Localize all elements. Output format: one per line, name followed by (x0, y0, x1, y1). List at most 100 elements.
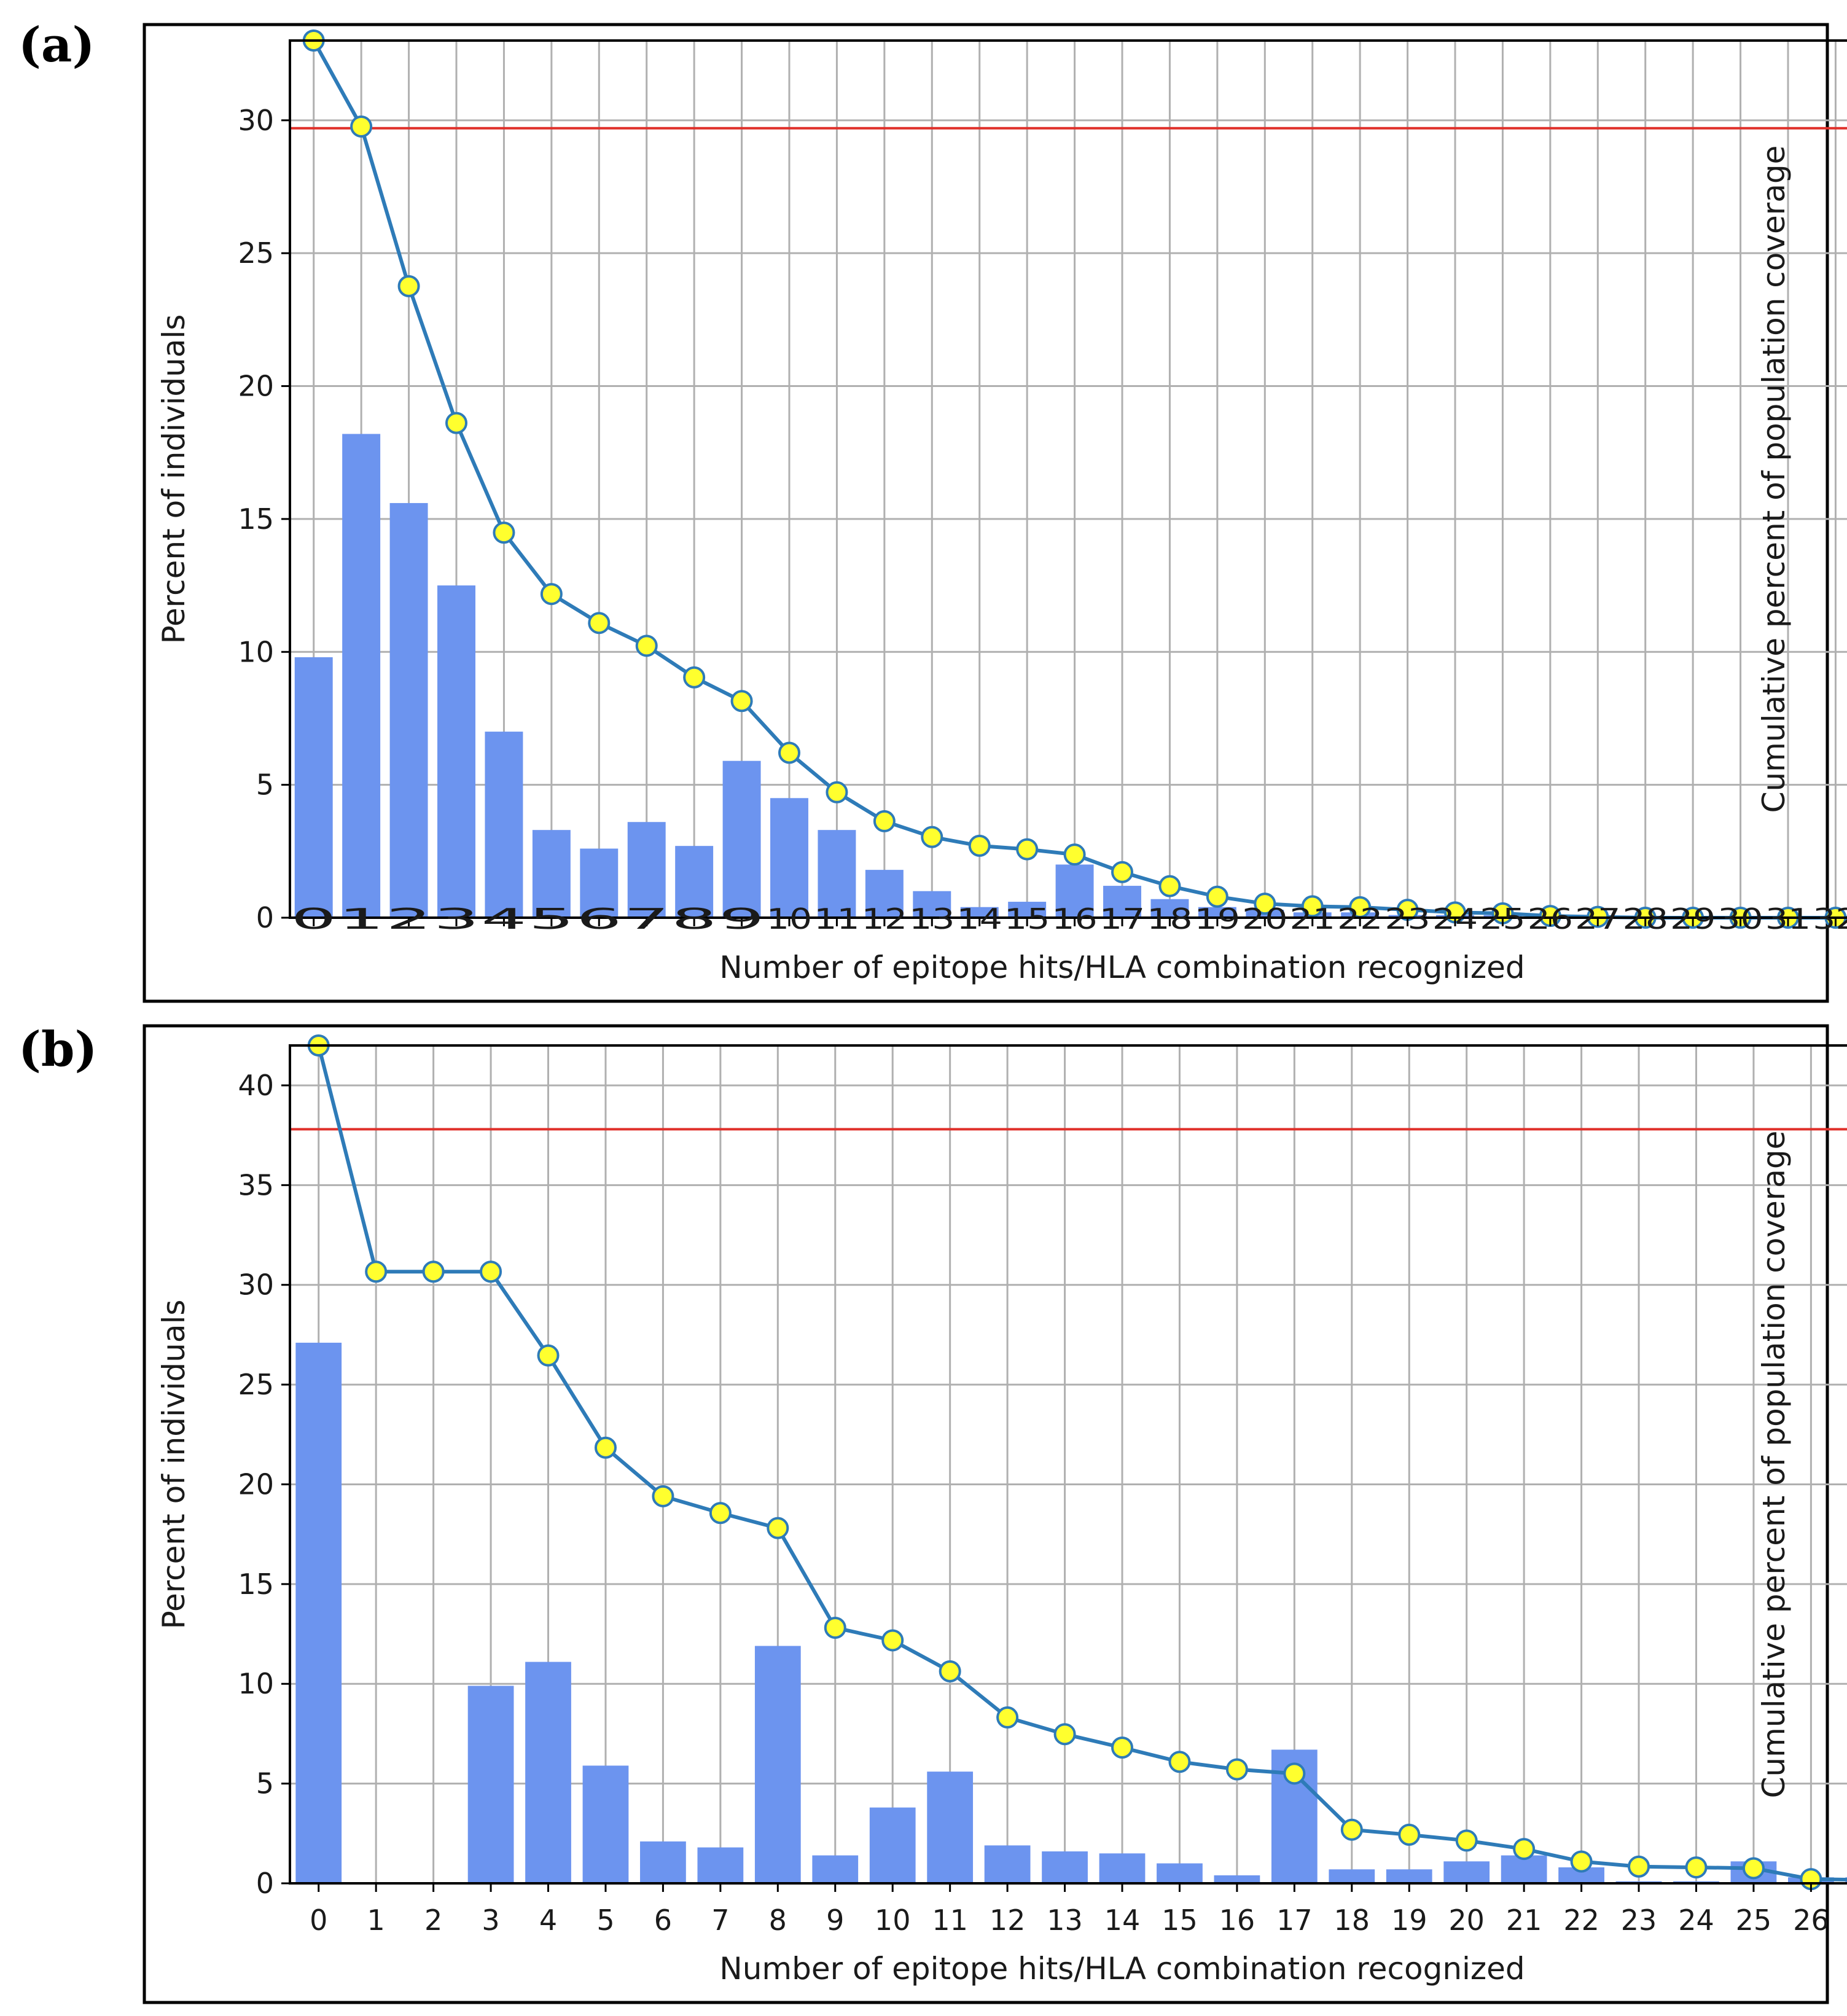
x-tick-label: 5 (596, 1904, 614, 1937)
bar (960, 907, 999, 918)
y-tick-label: 30 (238, 1268, 274, 1302)
x-tick-label: 17 (1099, 902, 1145, 936)
x-tick-label: 12 (862, 902, 907, 936)
x-tick-label: 13 (909, 902, 955, 936)
x-tick-label: 16 (1219, 1904, 1255, 1937)
cumulative-point (824, 1616, 846, 1639)
y2-axis-label: Cumulative percent of population coverag… (1756, 146, 1792, 813)
bar (580, 848, 619, 918)
y-tick-label: 10 (238, 1667, 274, 1700)
cumulative-point (1570, 1850, 1593, 1873)
x-tick-label: 26 (1528, 902, 1573, 936)
cumulative-point (1301, 895, 1324, 918)
bar (532, 830, 571, 918)
x-tick-label: 0 (291, 902, 337, 936)
cumulative-point (778, 741, 800, 764)
x-tick-label: 7 (624, 902, 670, 936)
cumulative-line (312, 39, 1847, 920)
x-tick-label: 30 (1717, 902, 1763, 936)
y-tick-label: 10 (238, 635, 274, 668)
bar (984, 1845, 1031, 1883)
cumulative-point (594, 1436, 617, 1459)
bar (1150, 899, 1189, 918)
cumulative-point (493, 522, 515, 544)
y-tick-label: 35 (238, 1168, 274, 1201)
x-tick-label: 4 (481, 902, 526, 936)
panel-frame (143, 1024, 1829, 2004)
bar (1501, 1855, 1547, 1883)
bar (1055, 864, 1094, 918)
y-tick-label: 40 (238, 1069, 274, 1102)
x-tick-label: 22 (1337, 902, 1383, 936)
x-tick-label: 19 (1391, 1904, 1427, 1937)
x-tick-label: 1 (367, 1904, 385, 1937)
bar (865, 870, 904, 918)
y-tick-label: 5 (256, 768, 274, 802)
x-tick-label: 1 (338, 902, 384, 936)
y-tick-label: 20 (238, 370, 274, 403)
cumulative-point (968, 834, 991, 857)
y2-axis-label: Cumulative percent of population coverag… (1756, 1131, 1792, 1799)
bar (1103, 886, 1141, 918)
bar (675, 846, 714, 918)
cumulative-point (996, 1706, 1019, 1729)
x-tick-label: 8 (671, 902, 717, 936)
x-tick-label: 14 (1104, 1904, 1141, 1937)
cumulative-point (1685, 1856, 1708, 1879)
panel-b: (b)0510152025303540010203040506070809010… (18, 1022, 1847, 2004)
cumulative-point (1053, 1723, 1076, 1746)
x-tick-label: 27 (1575, 902, 1620, 936)
x-tick-label: 24 (1432, 902, 1478, 936)
y-tick-label: 30 (238, 104, 274, 137)
bar (1099, 1853, 1146, 1883)
bar (913, 891, 951, 918)
x-tick-label: 18 (1147, 902, 1192, 936)
x-tick-label: 10 (875, 1904, 911, 1937)
x-tick-label: 2 (424, 1904, 442, 1937)
cumulative-point (635, 635, 658, 657)
bar (722, 760, 761, 918)
x-tick-label: 25 (1736, 1904, 1772, 1937)
x-axis-label: Number of epitope hits/HLA combination r… (719, 950, 1525, 985)
cumulative-point (1158, 875, 1181, 897)
y-tick-label: 5 (256, 1767, 274, 1800)
bar (342, 434, 381, 918)
x-tick-label: 23 (1384, 902, 1430, 936)
x-tick-label: 17 (1276, 1904, 1313, 1937)
y-tick-label: 15 (238, 502, 274, 536)
x-tick-label: 31 (1765, 902, 1811, 936)
panel-a: (a)0510152025300102030405060708090100012… (18, 17, 1847, 1003)
bar (389, 502, 428, 918)
panel-frame (143, 23, 1829, 1003)
cumulative-point (683, 666, 706, 689)
x-tick-label: 21 (1506, 1904, 1542, 1937)
x-tick-label: 7 (711, 1904, 729, 1937)
bar (927, 1772, 974, 1883)
x-tick-label: 15 (1004, 902, 1050, 936)
x-tick-label: 6 (654, 1904, 672, 1937)
cumulative-point (1340, 1818, 1363, 1841)
cumulative-point (1111, 861, 1133, 883)
cumulative-point (826, 781, 848, 803)
x-tick-label: 24 (1678, 1904, 1714, 1937)
bar (1214, 1875, 1260, 1883)
x-tick-label: 10 (767, 902, 812, 936)
y-axis-label: Percent of individuals (156, 315, 192, 644)
y-tick-label: 20 (238, 1467, 274, 1501)
bar (1157, 1863, 1203, 1883)
bar (437, 585, 475, 918)
x-tick-label: 16 (1052, 902, 1097, 936)
y-tick-label: 15 (238, 1568, 274, 1601)
bar (1042, 1851, 1088, 1883)
x-tick-label: 3 (434, 902, 479, 936)
cumulative-point (588, 612, 611, 635)
x-tick-label: 19 (1195, 902, 1240, 936)
x-tick-label: 9 (719, 902, 764, 936)
bar (1443, 1861, 1490, 1883)
x-tick-label: 11 (932, 1904, 968, 1937)
bar (467, 1686, 514, 1883)
cumulative-point (1455, 1829, 1478, 1852)
bar (818, 830, 856, 918)
x-tick-label: 0 (310, 1904, 327, 1937)
cumulative-point (1016, 838, 1039, 861)
